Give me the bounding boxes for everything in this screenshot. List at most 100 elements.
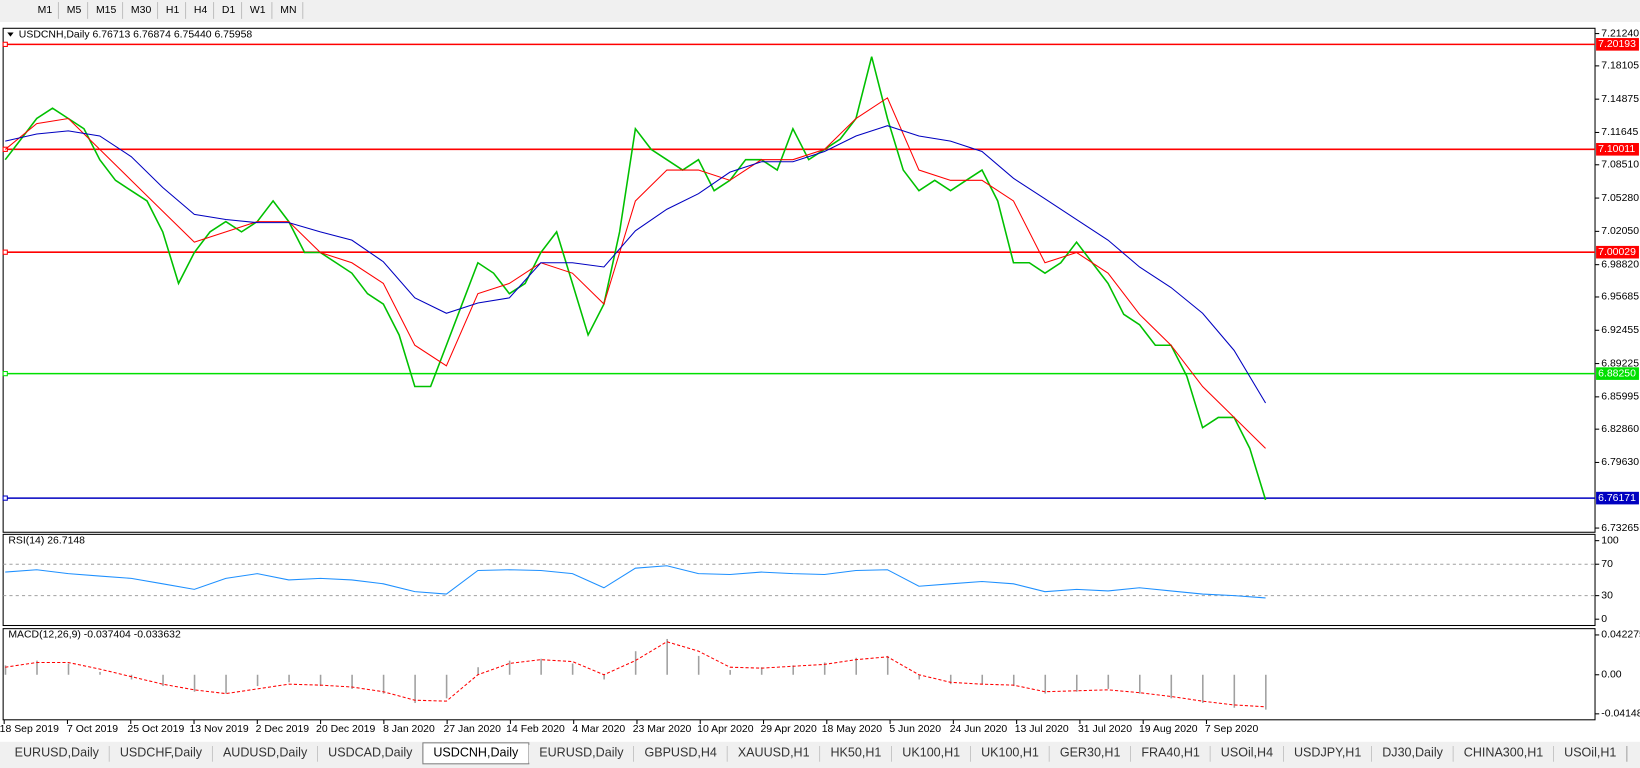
- histogram-bar: [382, 674, 385, 694]
- histogram-bar: [1139, 674, 1141, 694]
- tab[interactable]: [1210, 744, 1284, 763]
- histogram-bar: [823, 662, 826, 675]
- y-tick-label: 6.82860: [1601, 424, 1639, 435]
- timeframe-button[interactable]: M5: [67, 5, 82, 16]
- tab[interactable]: [1453, 744, 1554, 763]
- tab-label[interactable]: UK100,H1: [902, 746, 960, 760]
- tab[interactable]: [109, 744, 213, 763]
- histogram-bar: [256, 674, 259, 687]
- series-line: [5, 565, 1266, 599]
- tab-label[interactable]: USDJPY,H1: [1294, 746, 1361, 760]
- tab[interactable]: [317, 744, 423, 763]
- tab-label[interactable]: EURUSD,Daily: [539, 746, 624, 760]
- tab-label[interactable]: FRA40,H1: [1141, 746, 1200, 760]
- histogram-bar: [319, 674, 322, 687]
- x-tick-label: 5 Jun 2020: [889, 724, 941, 735]
- histogram-bar: [99, 671, 101, 675]
- timeframe-button[interactable]: M1: [38, 5, 53, 16]
- histogram-bar: [445, 674, 448, 699]
- y-tick-label: 6.89225: [1601, 358, 1639, 369]
- y-tick-label: 6.73265: [1601, 523, 1639, 534]
- tab-label[interactable]: AUDUSD,Daily: [223, 746, 308, 760]
- y-tick-label: 7.21240: [1601, 28, 1639, 39]
- histogram-bar: [1233, 674, 1236, 708]
- histogram-bar: [1044, 674, 1047, 694]
- x-tick-label: 10 Apr 2020: [697, 724, 754, 735]
- y-tick-label: 6.92455: [1601, 325, 1639, 336]
- tab[interactable]: [727, 744, 821, 763]
- histogram-bar: [1075, 674, 1078, 692]
- x-tick-label: 8 Jan 2020: [383, 724, 435, 735]
- timeframe-button[interactable]: D1: [222, 5, 236, 16]
- tab[interactable]: [891, 744, 971, 763]
- level-marker: [2, 249, 8, 255]
- level-marker: [2, 495, 8, 501]
- y-tick-label: 7.08510: [1601, 160, 1639, 171]
- timeframe-button[interactable]: M30: [131, 5, 152, 16]
- panel-title: USDCNH,Daily 6.76713 6.76874 6.75440 6.7…: [19, 29, 253, 40]
- tab[interactable]: [1553, 744, 1627, 763]
- x-tick-label: 20 Dec 2019: [316, 724, 375, 735]
- level-label: 7.20193: [1598, 39, 1636, 50]
- tab[interactable]: [4, 744, 110, 763]
- tab[interactable]: [1371, 744, 1454, 763]
- level-marker: [2, 41, 8, 47]
- histogram-bar: [288, 674, 290, 683]
- tab-label[interactable]: EURUSD,Daily: [15, 746, 100, 760]
- timeframe-button[interactable]: H4: [194, 5, 208, 16]
- histogram-bar: [477, 667, 479, 675]
- tab-label[interactable]: UK100,H1: [981, 746, 1039, 760]
- level-label-box: [1596, 143, 1639, 156]
- tab[interactable]: [212, 744, 318, 763]
- y-tick-label: 70: [1601, 559, 1613, 570]
- histogram-bar: [792, 665, 794, 675]
- panel-title: MACD(12,26,9) -0.037404 -0.033632: [8, 630, 181, 641]
- x-tick-label: 7 Oct 2019: [67, 724, 118, 735]
- y-tick-label: 7.14875: [1601, 94, 1639, 105]
- tab-label[interactable]: USOil,H1: [1564, 746, 1616, 760]
- tab-label[interactable]: USOil,H4: [1221, 746, 1273, 760]
- histogram-bar: [508, 660, 511, 675]
- tab-label[interactable]: USDCHF,Daily: [120, 746, 203, 760]
- y-tick-label: 100: [1601, 535, 1619, 546]
- timeframe-button[interactable]: H1: [166, 5, 180, 16]
- y-tick-label: 0.00: [1601, 670, 1622, 681]
- tab[interactable]: [820, 744, 892, 763]
- price-panel: [2, 27, 1596, 533]
- x-tick-label: 13 Nov 2019: [190, 724, 249, 735]
- tab-label[interactable]: DJ30,Daily: [1382, 746, 1443, 760]
- tab-label[interactable]: HK50,H1: [831, 746, 882, 760]
- histogram-bar: [540, 658, 542, 675]
- histogram-bar: [886, 655, 889, 675]
- histogram-bar: [1012, 674, 1015, 687]
- x-tick-label: 19 Aug 2020: [1139, 724, 1198, 735]
- x-tick-label: 7 Sep 2020: [1205, 724, 1259, 735]
- y-tick-label: 7.05280: [1601, 193, 1639, 204]
- tab[interactable]: [970, 744, 1050, 763]
- histogram-bar: [1107, 674, 1110, 689]
- x-tick-label: 13 Jul 2020: [1015, 724, 1069, 735]
- tab-label[interactable]: GBPUSD,H4: [644, 746, 716, 760]
- timeframe-button[interactable]: W1: [250, 5, 266, 16]
- tab-label[interactable]: GER30,H1: [1060, 746, 1121, 760]
- tab[interactable]: [634, 744, 728, 763]
- tab[interactable]: [528, 744, 635, 763]
- timeframe-button[interactable]: M15: [96, 5, 117, 16]
- histogram-bar: [571, 663, 574, 675]
- histogram-bar: [414, 674, 416, 704]
- tab-label[interactable]: USDCNH,Daily: [433, 746, 519, 760]
- tab[interactable]: [1130, 744, 1211, 763]
- histogram-bar: [36, 660, 38, 675]
- level-label-box: [1596, 491, 1639, 505]
- toolbar: [0, 0, 1640, 23]
- tab[interactable]: [1049, 744, 1131, 763]
- tab-label[interactable]: USDCAD,Daily: [328, 746, 413, 760]
- y-tick-label: 0.042275: [1601, 630, 1640, 641]
- timeframe-button[interactable]: MN: [280, 5, 296, 16]
- tab[interactable]: [1283, 744, 1372, 763]
- histogram-bar: [981, 674, 984, 685]
- level-marker: [2, 370, 8, 377]
- tab-label[interactable]: XAUUSD,H1: [738, 746, 810, 760]
- x-tick-label: 27 Jan 2020: [443, 724, 501, 735]
- tab-label[interactable]: CHINA300,H1: [1464, 746, 1543, 760]
